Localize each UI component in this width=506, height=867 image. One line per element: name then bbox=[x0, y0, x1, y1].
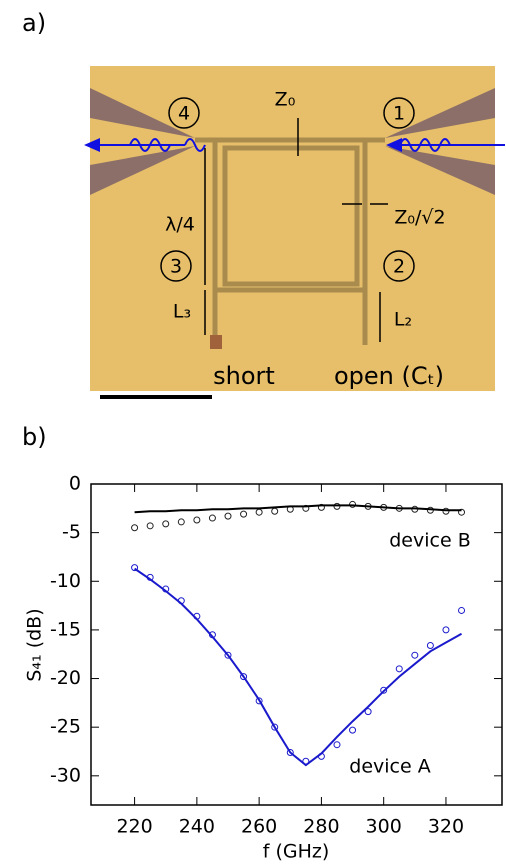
circuit bbox=[195, 137, 385, 345]
data-point bbox=[271, 723, 279, 731]
data-point bbox=[458, 508, 466, 516]
short-pad bbox=[210, 335, 222, 349]
data-point bbox=[271, 507, 279, 515]
port: 2 bbox=[393, 256, 405, 278]
data-point bbox=[458, 606, 466, 614]
data-point bbox=[333, 741, 341, 749]
x-tick-label: 220 bbox=[116, 816, 152, 838]
circles bbox=[160, 97, 415, 282]
open-label: open (Cₜ) bbox=[334, 362, 444, 390]
data-point bbox=[240, 510, 248, 518]
data-point bbox=[131, 564, 139, 572]
x-axis-label: f (GHz) bbox=[263, 841, 330, 863]
data-point bbox=[224, 651, 232, 659]
x-tick-label: 260 bbox=[241, 816, 277, 838]
arrow bbox=[84, 138, 100, 152]
data-point bbox=[255, 697, 263, 705]
plot-frame bbox=[90, 483, 503, 806]
data-point bbox=[349, 726, 357, 734]
data-point bbox=[286, 748, 294, 756]
lambda-label: λ/4 bbox=[165, 214, 195, 236]
probe bbox=[90, 88, 195, 138]
data-point bbox=[395, 665, 403, 673]
data-point bbox=[177, 518, 185, 526]
micrograph bbox=[90, 66, 495, 391]
data-point bbox=[255, 508, 263, 516]
y-tick-label: 0 bbox=[69, 473, 81, 495]
l3-label: L₃ bbox=[173, 301, 191, 323]
fit-line bbox=[134, 504, 462, 514]
signal-wave bbox=[90, 138, 505, 152]
data-point bbox=[442, 626, 450, 634]
data-point bbox=[302, 504, 310, 512]
y-tick-label: -20 bbox=[50, 667, 81, 689]
x-tick-label: 280 bbox=[303, 816, 339, 838]
y-tick-label: -15 bbox=[50, 618, 81, 640]
port: 1 bbox=[393, 103, 405, 125]
x-tick-label: 240 bbox=[179, 816, 215, 838]
data-point bbox=[364, 708, 372, 716]
y-tick-label: -5 bbox=[62, 521, 81, 543]
y-tick-label: -25 bbox=[50, 716, 81, 738]
data-point bbox=[146, 522, 154, 530]
data-point bbox=[240, 673, 248, 681]
annotation: device A bbox=[349, 756, 430, 778]
z0-label: Z₀ bbox=[275, 89, 296, 111]
probe bbox=[90, 146, 195, 195]
z0-root2-label: Z₀/√2 bbox=[394, 207, 445, 229]
x-tick-label: 300 bbox=[366, 816, 402, 838]
probe bbox=[385, 88, 495, 138]
y-axis-label: S₄₁ (dB) bbox=[24, 608, 46, 681]
data-point bbox=[131, 524, 139, 532]
panel-label: a) bbox=[22, 9, 46, 37]
arrow bbox=[386, 138, 402, 152]
dimension-arrows bbox=[204, 118, 388, 342]
y-tick-label: -30 bbox=[50, 764, 81, 786]
data-point bbox=[224, 512, 232, 520]
data-point bbox=[193, 516, 201, 524]
annotation: device B bbox=[389, 530, 470, 552]
data-point bbox=[208, 514, 216, 522]
data-point bbox=[317, 503, 325, 511]
data-point bbox=[380, 686, 388, 694]
l2-label: L₂ bbox=[394, 309, 412, 331]
probe bbox=[385, 146, 495, 195]
data-point bbox=[426, 641, 434, 649]
short-label: short bbox=[213, 362, 275, 390]
scale-bar bbox=[100, 395, 212, 399]
fit-line bbox=[134, 567, 463, 767]
port: 3 bbox=[170, 256, 182, 278]
y-tick-label: -10 bbox=[50, 570, 81, 592]
port: 4 bbox=[178, 103, 190, 125]
data-point bbox=[162, 520, 170, 528]
data-point bbox=[411, 651, 419, 659]
panel-label: b) bbox=[22, 423, 47, 451]
x-tick-label: 320 bbox=[428, 816, 464, 838]
